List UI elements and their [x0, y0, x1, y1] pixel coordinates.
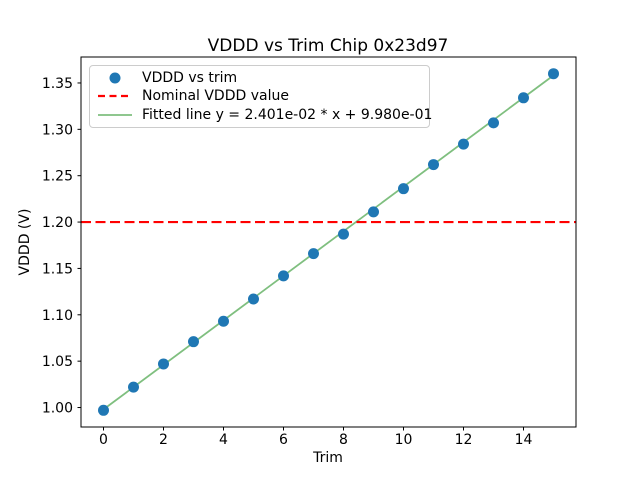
x-tick-label: 12	[455, 432, 473, 448]
scatter-point	[188, 336, 199, 348]
x-tick-label: 6	[279, 432, 288, 448]
scatter-point	[458, 138, 469, 150]
y-tick-label: 1.20	[42, 215, 73, 231]
scatter-point	[98, 404, 109, 416]
x-tick-label: 0	[99, 432, 108, 448]
y-tick-label: 1.10	[42, 308, 73, 324]
scatter-point	[488, 117, 499, 129]
chart-title: VDDD vs Trim Chip 0x23d97	[207, 36, 449, 56]
scatter-marker-icon	[98, 71, 132, 85]
scatter-point	[218, 315, 229, 327]
scatter-point	[278, 270, 289, 282]
scatter-point	[518, 92, 529, 104]
y-tick-label: 1.00	[42, 401, 73, 417]
scatter-point	[428, 159, 439, 171]
legend-item-fitted: Fitted line y = 2.401e-02 * x + 9.980e-0…	[98, 106, 432, 124]
x-tick-label: 2	[159, 432, 168, 448]
x-axis-label: Trim	[313, 450, 343, 466]
scatter-point	[548, 68, 559, 80]
y-tick-label: 1.35	[42, 76, 73, 92]
legend: VDDD vs trim Nominal VDDD value Fitted l…	[89, 65, 432, 128]
fitted-line	[102, 74, 555, 411]
scatter-point	[398, 183, 409, 195]
axes-spines	[80, 56, 577, 428]
dashed-line-icon	[98, 89, 132, 103]
scatter-point	[308, 248, 319, 260]
scatter-point	[158, 358, 169, 370]
legend-item-label: Nominal VDDD value	[142, 88, 289, 105]
x-tick-label: 10	[395, 432, 413, 448]
scatter-point	[368, 206, 379, 218]
x-tick-label: 8	[339, 432, 348, 448]
y-tick-label: 1.30	[42, 122, 73, 138]
scatter-point	[338, 228, 349, 240]
legend-item-label: VDDD vs trim	[142, 70, 238, 87]
y-tick-label: 1.15	[42, 261, 73, 277]
y-tick-label: 1.25	[42, 169, 73, 185]
x-tick-label: 14	[515, 432, 533, 448]
x-tick-label: 4	[219, 432, 228, 448]
scatter-point	[248, 293, 259, 305]
scatter-point	[128, 381, 139, 393]
solid-line-icon	[98, 108, 132, 122]
legend-item-scatter: VDDD vs trim	[98, 69, 421, 87]
y-tick-label: 1.05	[42, 354, 73, 370]
legend-item-nominal: Nominal VDDD value	[98, 87, 421, 105]
y-axis-label: VDDD (V)	[17, 208, 33, 276]
legend-item-label: Fitted line y = 2.401e-02 * x + 9.980e-0…	[142, 106, 433, 123]
